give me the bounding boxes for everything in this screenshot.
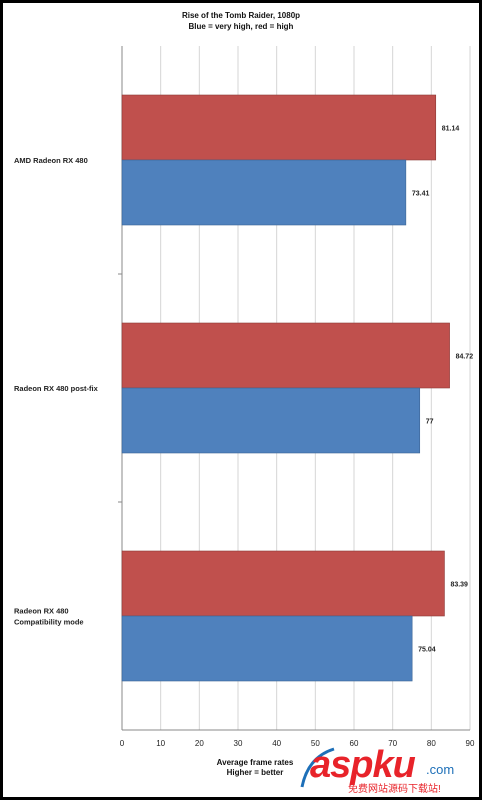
bar-red (121, 322, 450, 389)
chart-title-block: Rise of the Tomb Raider, 1080p Blue = ve… (0, 10, 482, 32)
category-label: Compatibility mode (14, 618, 84, 627)
bar-blue (121, 615, 413, 682)
watermark-subtext: 免费网站源码下载站! (348, 784, 441, 795)
x-tick-label: 40 (272, 739, 281, 748)
data-label-blue: 73.41 (412, 191, 430, 198)
x-tick-label: 0 (120, 739, 125, 748)
watermark-logo: aspku .com 免费网站源码下载站! (298, 745, 478, 795)
x-axis-title-block: Average frame rates Higher = better (180, 758, 330, 778)
category-label: AMD Radeon RX 480 (14, 156, 88, 165)
x-tick-label: 10 (156, 739, 165, 748)
bar-red (121, 550, 445, 617)
data-label-blue: 77 (426, 419, 434, 426)
data-label-blue: 75.04 (418, 647, 436, 654)
x-axis-note: Higher = better (226, 768, 284, 777)
bar-blue (121, 159, 407, 226)
category-label: Radeon RX 480 post-fix (14, 384, 99, 393)
bar-blue (121, 387, 421, 454)
category-label: Radeon RX 480 (14, 607, 69, 616)
swoosh-icon (300, 747, 335, 788)
data-label-red: 81.14 (442, 126, 460, 133)
watermark-main-text: aspku (310, 744, 416, 786)
x-tick-label: 80 (427, 739, 436, 748)
x-tick-label: 60 (350, 739, 359, 748)
watermark-suffix: .com (426, 762, 455, 777)
x-tick-label: 90 (466, 739, 475, 748)
x-axis-label: Average frame rates (216, 758, 294, 767)
x-tick-label: 50 (311, 739, 320, 748)
bar-red (121, 94, 437, 161)
x-tick-label: 70 (388, 739, 397, 748)
data-label-red: 83.39 (450, 582, 468, 589)
x-tick-label: 20 (195, 739, 204, 748)
chart-title: Rise of the Tomb Raider, 1080p (181, 11, 301, 20)
chart-subtitle: Blue = very high, red = high (188, 22, 294, 31)
data-label-red: 84.72 (456, 354, 474, 361)
x-tick-label: 30 (234, 739, 243, 748)
